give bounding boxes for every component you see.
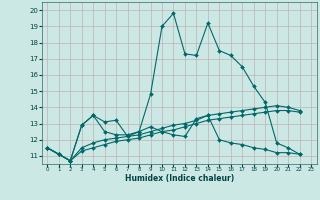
- X-axis label: Humidex (Indice chaleur): Humidex (Indice chaleur): [124, 174, 234, 183]
